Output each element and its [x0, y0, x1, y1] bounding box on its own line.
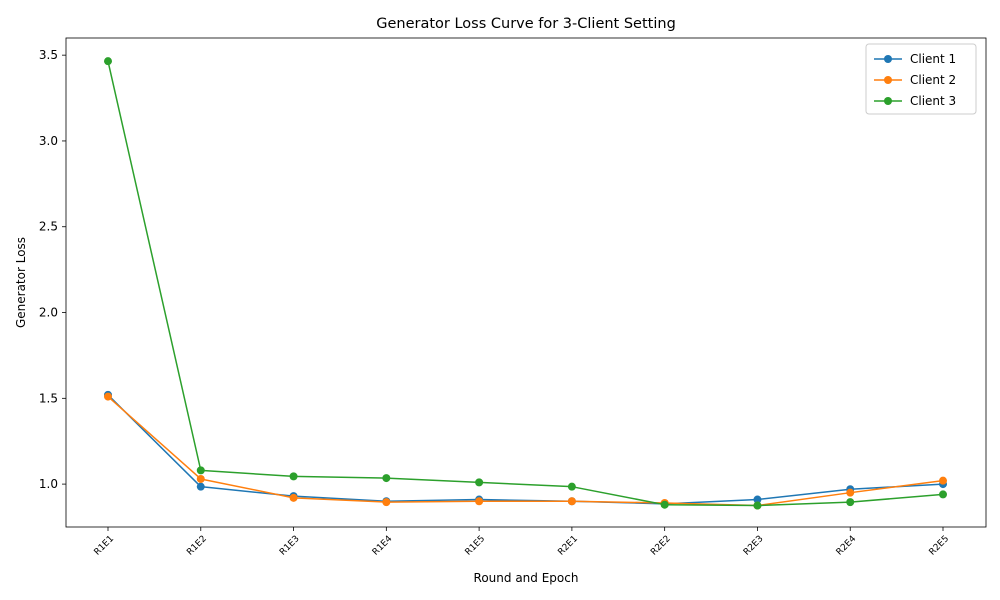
legend-label: Client 1: [910, 52, 956, 66]
y-tick-label: 1.5: [39, 391, 58, 405]
data-point-client-3: [196, 466, 205, 475]
y-tick-label: 3.0: [39, 134, 58, 148]
data-point-client-3: [846, 498, 855, 507]
data-point-client-2: [846, 488, 855, 497]
data-point-client-2: [382, 498, 391, 507]
data-point-client-2: [104, 392, 112, 401]
data-point-client-2: [567, 497, 576, 506]
data-point-client-2: [475, 497, 484, 506]
data-point-client-3: [660, 500, 669, 509]
legend-label: Client 2: [910, 73, 956, 87]
legend-marker: [884, 76, 892, 84]
plot-frame: [65, 37, 987, 528]
legend-marker: [884, 97, 892, 105]
y-tick-label: 1.0: [39, 477, 58, 491]
legend-box: [865, 43, 977, 115]
data-point-client-3: [475, 478, 484, 487]
legend-marker: [884, 55, 892, 63]
data-point-client-2: [289, 493, 298, 502]
data-point-client-2: [939, 476, 947, 485]
series-line-client-2: [107, 396, 944, 507]
x-axis-title: Round and Epoch: [474, 571, 579, 585]
series-line-client-3: [107, 60, 944, 507]
legend: Client 1 Client 2 Client 3: [865, 43, 977, 115]
data-point-client-3: [382, 474, 391, 483]
y-tick-label: 2.0: [39, 306, 58, 320]
data-point-client-1: [196, 482, 205, 491]
data-point-client-3: [939, 490, 947, 499]
data-point-client-1: [753, 495, 762, 504]
data-point-client-3: [753, 501, 762, 510]
y-tick-label: 2.5: [39, 220, 58, 234]
data-point-client-3: [104, 57, 112, 66]
chart-title: Generator Loss Curve for 3-Client Settin…: [376, 16, 676, 32]
y-axis-title: Generator Loss: [14, 237, 28, 328]
data-point-client-2: [196, 474, 205, 483]
data-point-client-3: [567, 482, 576, 491]
legend-label: Client 3: [910, 94, 956, 108]
series-line-client-1: [107, 394, 944, 505]
data-point-client-3: [289, 472, 298, 481]
y-tick-label: 3.5: [39, 48, 58, 62]
